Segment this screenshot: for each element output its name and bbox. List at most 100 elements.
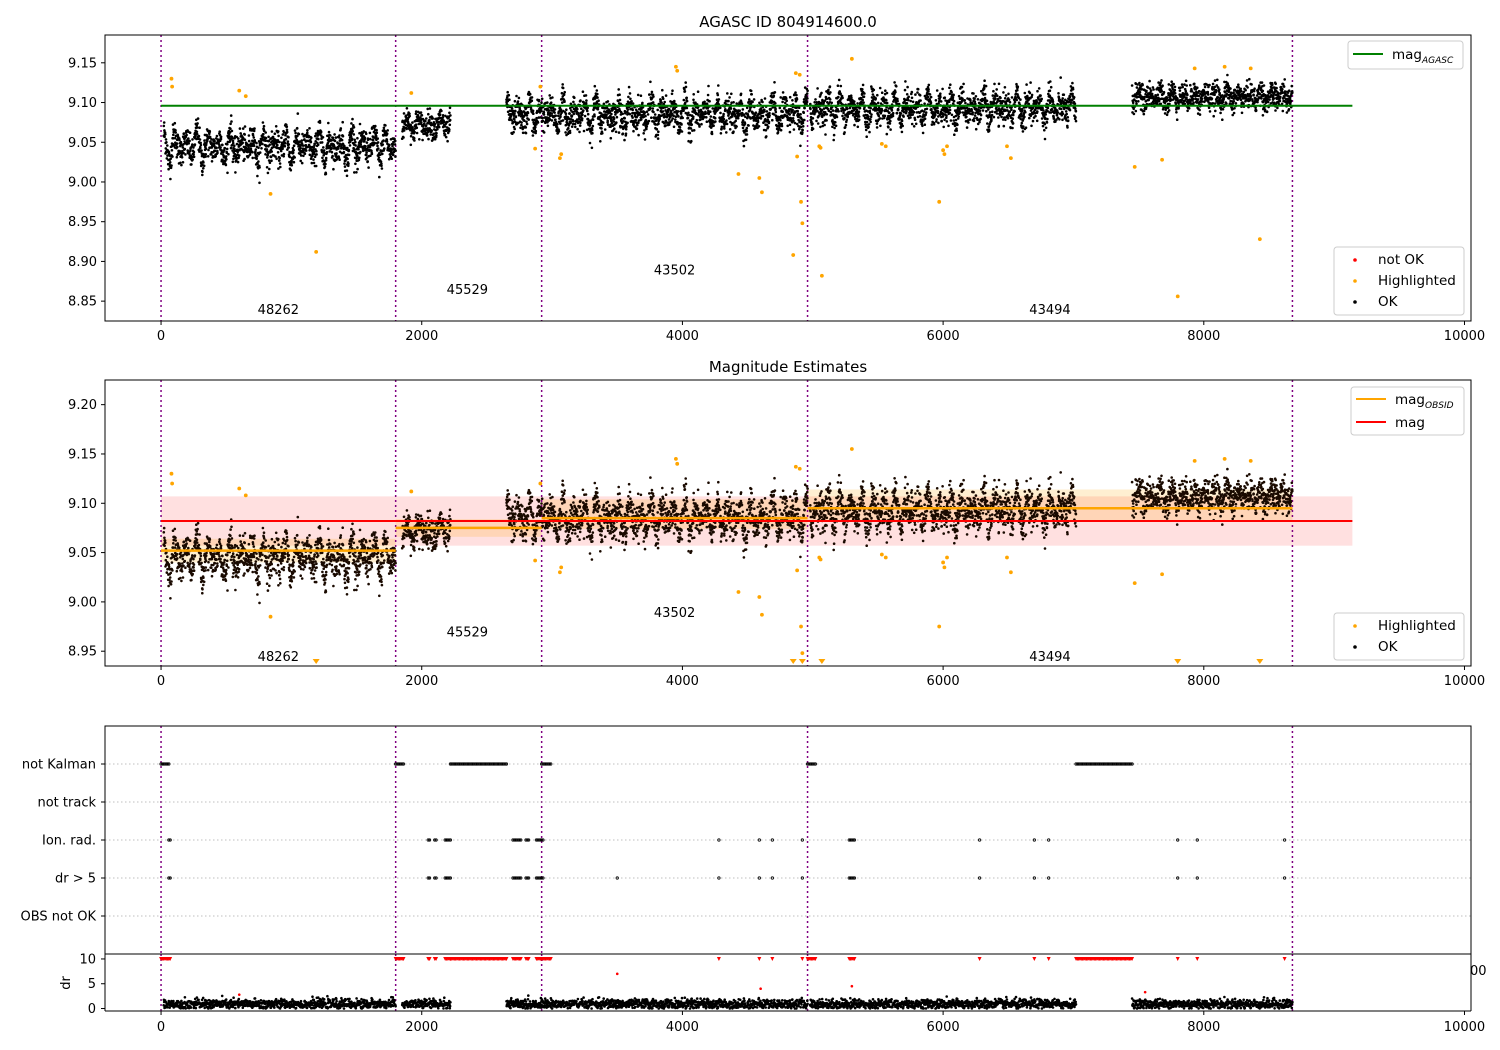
ok-point: [377, 147, 380, 150]
ok-point: [221, 143, 224, 147]
ok-point: [987, 125, 991, 128]
ok-point: [590, 146, 594, 150]
ok-point: [907, 95, 910, 99]
ok-point: [266, 156, 269, 159]
ok-point: [1050, 107, 1054, 111]
ok-point: [1138, 81, 1141, 85]
ok-point: [635, 127, 639, 130]
ok-point: [742, 113, 746, 116]
ok-point: [765, 135, 768, 138]
ok-point: [752, 98, 756, 101]
ok-point: [841, 96, 844, 100]
ok-point: [875, 126, 879, 129]
ok-point: [286, 140, 290, 143]
ok-point: [1068, 108, 1072, 112]
ok-point: [276, 144, 279, 147]
ok-point: [172, 133, 175, 137]
ok-point: [312, 161, 316, 165]
ok-point: [222, 148, 226, 152]
ok-point: [1149, 89, 1153, 92]
ok-point: [888, 122, 892, 125]
ok-point: [829, 91, 832, 94]
ok-point: [907, 98, 910, 102]
ok-point: [788, 95, 792, 99]
ok-point: [824, 133, 827, 136]
ok-point: [1173, 85, 1177, 89]
ok-point: [561, 86, 565, 90]
ok-point: [174, 129, 177, 132]
ok-point: [686, 116, 690, 120]
ok-point: [732, 130, 735, 133]
ok-point: [951, 96, 955, 99]
ok-point: [226, 142, 229, 146]
ok-point: [974, 127, 978, 131]
ok-point: [262, 124, 266, 128]
ok-point: [541, 116, 544, 120]
ok-point: [1024, 110, 1027, 114]
ok-point: [1179, 86, 1182, 89]
ok-point: [816, 87, 819, 90]
ok-point: [299, 159, 303, 163]
ok-point: [276, 139, 280, 142]
ok-point: [192, 152, 195, 156]
ok-point: [649, 80, 652, 84]
ok-point: [856, 102, 859, 105]
ok-point: [219, 137, 223, 141]
ok-point: [173, 121, 177, 125]
ok-point: [1066, 126, 1069, 129]
ok-point: [352, 133, 356, 136]
ok-point: [771, 118, 774, 122]
ok-point: [385, 140, 389, 143]
ok-point: [365, 141, 369, 144]
ok-point: [283, 142, 287, 145]
ok-point: [897, 108, 900, 112]
ok-point: [1013, 110, 1016, 113]
ok-point: [1170, 80, 1173, 83]
ok-point: [864, 128, 868, 132]
ok-point: [590, 128, 594, 132]
ok-point: [513, 117, 516, 121]
ok-point: [202, 161, 205, 164]
ok-point: [905, 93, 909, 96]
ok-point: [942, 125, 945, 129]
ok-point: [303, 152, 307, 156]
ok-point: [599, 140, 602, 143]
ok-point: [1003, 116, 1006, 119]
ok-point: [1037, 87, 1041, 90]
ok-point: [564, 131, 567, 134]
ok-point: [834, 121, 837, 124]
ok-point: [939, 92, 942, 95]
ok-point: [758, 101, 761, 105]
ok-point: [821, 121, 825, 124]
ok-point: [230, 120, 233, 123]
ok-point: [181, 146, 185, 149]
ok-point: [557, 129, 561, 133]
ok-point: [1069, 101, 1073, 104]
ok-point: [719, 132, 723, 135]
ok-point: [513, 127, 516, 131]
ok-point: [163, 135, 166, 139]
ok-point: [405, 127, 409, 131]
ok-point: [582, 109, 585, 112]
ok-point: [1061, 112, 1065, 116]
ok-point: [929, 101, 933, 105]
ok-point: [716, 93, 720, 97]
ok-point: [768, 111, 771, 115]
ok-point: [1034, 114, 1037, 118]
ok-point: [979, 117, 982, 121]
ok-point: [815, 107, 818, 111]
ok-point: [165, 157, 169, 160]
ok-point: [537, 98, 541, 102]
ok-point: [1002, 91, 1005, 94]
ok-point: [913, 118, 917, 121]
ok-point: [417, 122, 421, 126]
ok-point: [388, 143, 391, 147]
ok-point: [265, 166, 269, 169]
ok-point: [1059, 101, 1063, 105]
ok-point: [952, 93, 955, 97]
ok-point: [299, 154, 303, 157]
ok-point: [774, 102, 777, 105]
ok-point: [277, 167, 280, 170]
ok-point: [865, 135, 868, 138]
ok-point: [170, 149, 174, 152]
